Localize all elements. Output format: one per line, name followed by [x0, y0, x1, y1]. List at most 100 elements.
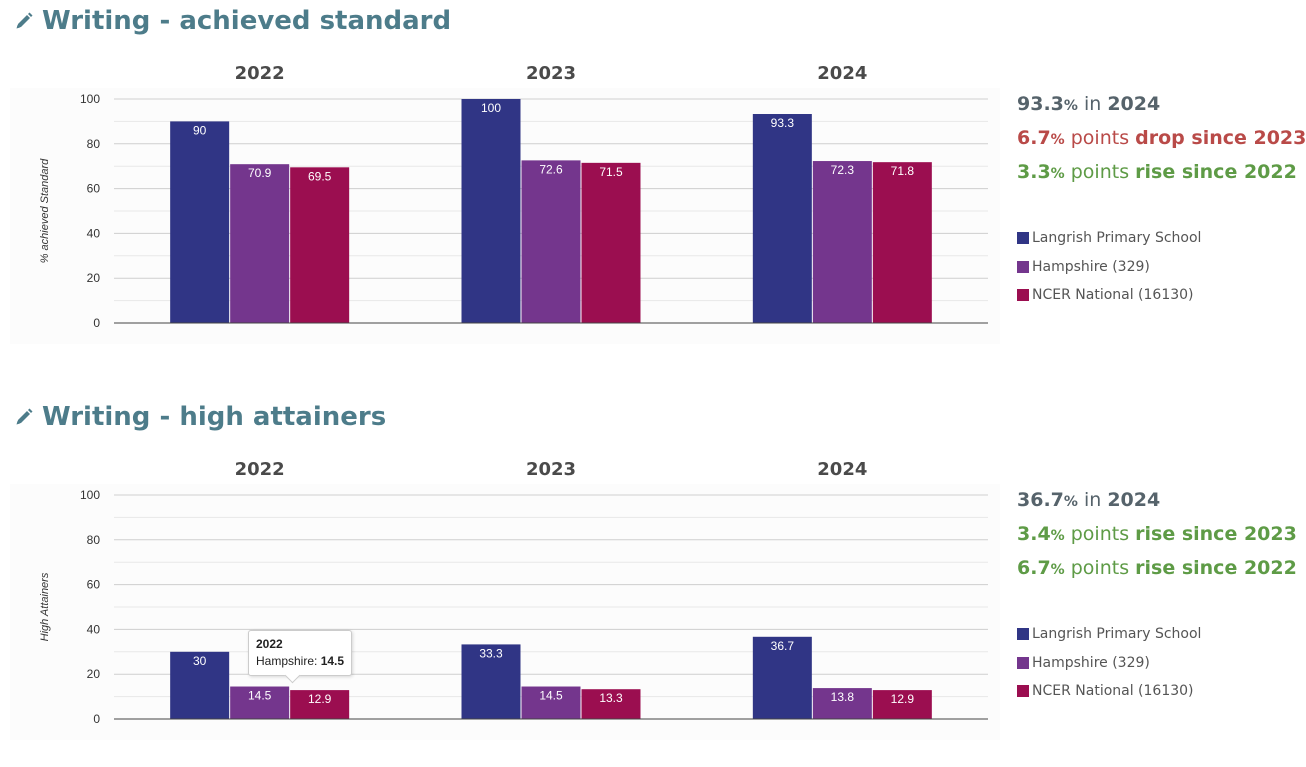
- category-label: 2022: [235, 459, 285, 480]
- bar-value-label: 13.3: [599, 691, 623, 705]
- summary-change-2: 3.3% points rise since 2022: [1017, 156, 1302, 190]
- y-tick-label: 100: [80, 92, 100, 106]
- summary-change-1-value: 6.7: [1017, 127, 1051, 149]
- bar: [521, 160, 581, 323]
- category-label: 2024: [817, 63, 867, 84]
- bar-value-label: 30: [193, 654, 207, 668]
- bar: [872, 162, 932, 323]
- bar-value-label: 71.8: [891, 164, 915, 178]
- summary-change-2-text: rise since 2022: [1135, 161, 1297, 183]
- legend-item-langrish[interactable]: Langrish Primary School: [1017, 224, 1201, 253]
- summary-current: 36.7% in 2024: [1017, 484, 1302, 518]
- chart-tooltip: 2022 Hampshire: 14.5: [248, 630, 353, 684]
- bar-value-label: 33.3: [479, 646, 503, 660]
- chart-svg: 0 20 40 60 80 100 % achieved Standard 2022 90 70.…: [10, 63, 1000, 344]
- legend-item-hampshire[interactable]: Hampshire (329): [1017, 253, 1201, 282]
- summary-change-2-mid: points: [1064, 557, 1136, 579]
- category-label: 2023: [526, 63, 576, 84]
- y-tick-label: 40: [87, 622, 101, 636]
- summary-change-1: 6.7% points drop since 2023: [1017, 122, 1306, 156]
- tooltip-header: 2022: [256, 637, 283, 651]
- bar: [461, 644, 521, 719]
- legend-label: NCER National (16130): [1032, 287, 1194, 304]
- summary-panel: 93.3% in 2024 6.7% points drop since 202…: [1017, 88, 1306, 190]
- category-label: 2022: [235, 63, 285, 84]
- y-tick-label: 80: [87, 137, 101, 151]
- summary-change-1: 3.4% points rise since 2023: [1017, 518, 1302, 552]
- y-tick-label: 60: [87, 578, 101, 592]
- section-title-text: Writing - achieved standard: [42, 6, 452, 36]
- y-tick-label: 0: [93, 712, 100, 726]
- bar-chart: 0 20 40 60 80 100 % achieved Standard 2022 90 70.…: [10, 52, 1000, 344]
- legend-item-hampshire[interactable]: Hampshire (329): [1017, 649, 1201, 678]
- bar-value-label: 13.8: [831, 690, 855, 704]
- summary-change-2-value: 3.3: [1017, 161, 1051, 183]
- y-tick-label: 40: [87, 226, 101, 240]
- summary-change-1-value: 3.4: [1017, 523, 1051, 545]
- summary-current-year: 2024: [1107, 489, 1161, 511]
- summary-change-1-text: drop since 2023: [1135, 127, 1306, 149]
- bar-value-label: 14.5: [539, 689, 563, 703]
- bar: [812, 688, 872, 719]
- legend-label: NCER National (16130): [1032, 683, 1194, 700]
- y-tick-label: 20: [87, 271, 101, 285]
- bar-chart: 0 20 40 60 80 100 High Attainers 2022 30 14.5 12.9…: [10, 448, 1000, 740]
- legend-label: Hampshire (329): [1032, 258, 1150, 275]
- y-tick-label: 20: [87, 667, 101, 681]
- summary-panel: 36.7% in 2024 3.4% points rise since 202…: [1017, 484, 1302, 586]
- legend-swatch: [1017, 289, 1029, 302]
- bar: [872, 690, 932, 719]
- summary-change-1-pct: %: [1050, 528, 1065, 544]
- summary-current-year: 2024: [1107, 93, 1161, 115]
- legend-swatch: [1017, 232, 1029, 245]
- bar: [752, 114, 812, 323]
- legend-swatch: [1017, 685, 1029, 698]
- y-tick-label: 100: [80, 488, 100, 502]
- bar-value-label: 100: [481, 101, 501, 115]
- bar: [290, 690, 350, 719]
- summary-change-2-pct: %: [1050, 166, 1065, 182]
- chart-legend: Langrish Primary School Hampshire (329) …: [1017, 620, 1201, 706]
- legend-swatch: [1017, 628, 1029, 641]
- summary-change-2: 6.7% points rise since 2022: [1017, 552, 1302, 586]
- bar-value-label: 70.9: [248, 166, 272, 180]
- section-title: Writing - achieved standard: [14, 6, 451, 36]
- bar-value-label: 12.9: [308, 692, 332, 706]
- bar-value-label: 36.7: [771, 639, 795, 653]
- bar-value-label: 90: [193, 123, 207, 137]
- chart-legend: Langrish Primary School Hampshire (329) …: [1017, 224, 1201, 310]
- y-axis-label: High Attainers: [39, 572, 51, 641]
- bar-value-label: 71.5: [599, 165, 623, 179]
- summary-change-2-value: 6.7: [1017, 557, 1051, 579]
- category-label: 2023: [526, 459, 576, 480]
- tooltip-value: 14.5: [320, 654, 345, 668]
- bar: [812, 161, 872, 323]
- bar: [581, 689, 641, 719]
- bar: [170, 651, 230, 719]
- legend-label: Hampshire (329): [1032, 654, 1150, 671]
- bar-value-label: 14.5: [248, 689, 272, 703]
- bar-value-label: 12.9: [891, 692, 915, 706]
- legend-item-national[interactable]: NCER National (16130): [1017, 281, 1201, 310]
- section-title-text: Writing - high attainers: [42, 402, 387, 432]
- summary-current-pct: %: [1063, 494, 1078, 510]
- summary-change-1-text: rise since 2023: [1135, 523, 1297, 545]
- bar: [752, 636, 812, 719]
- summary-current-pct: %: [1063, 98, 1078, 114]
- bar: [461, 99, 521, 323]
- bar: [170, 121, 230, 324]
- chart-svg: 0 20 40 60 80 100 High Attainers 2022 30 14.5 12.9…: [10, 459, 1000, 740]
- legend-swatch: [1017, 656, 1029, 669]
- summary-current-mid: in: [1077, 489, 1108, 511]
- y-tick-label: 80: [87, 533, 101, 547]
- summary-change-1-mid: points: [1064, 127, 1136, 149]
- legend-item-langrish[interactable]: Langrish Primary School: [1017, 620, 1201, 649]
- y-tick-label: 60: [87, 182, 101, 196]
- summary-current-value: 36.7: [1017, 489, 1064, 511]
- tooltip-body: Hampshire: 14.5: [256, 653, 344, 670]
- legend-item-national[interactable]: NCER National (16130): [1017, 677, 1201, 706]
- bar: [521, 686, 581, 719]
- summary-change-1-pct: %: [1050, 132, 1065, 148]
- section-achieved-standard: Writing - achieved standard 0 20 40 60 80 100…: [0, 0, 1306, 371]
- bar: [581, 162, 641, 323]
